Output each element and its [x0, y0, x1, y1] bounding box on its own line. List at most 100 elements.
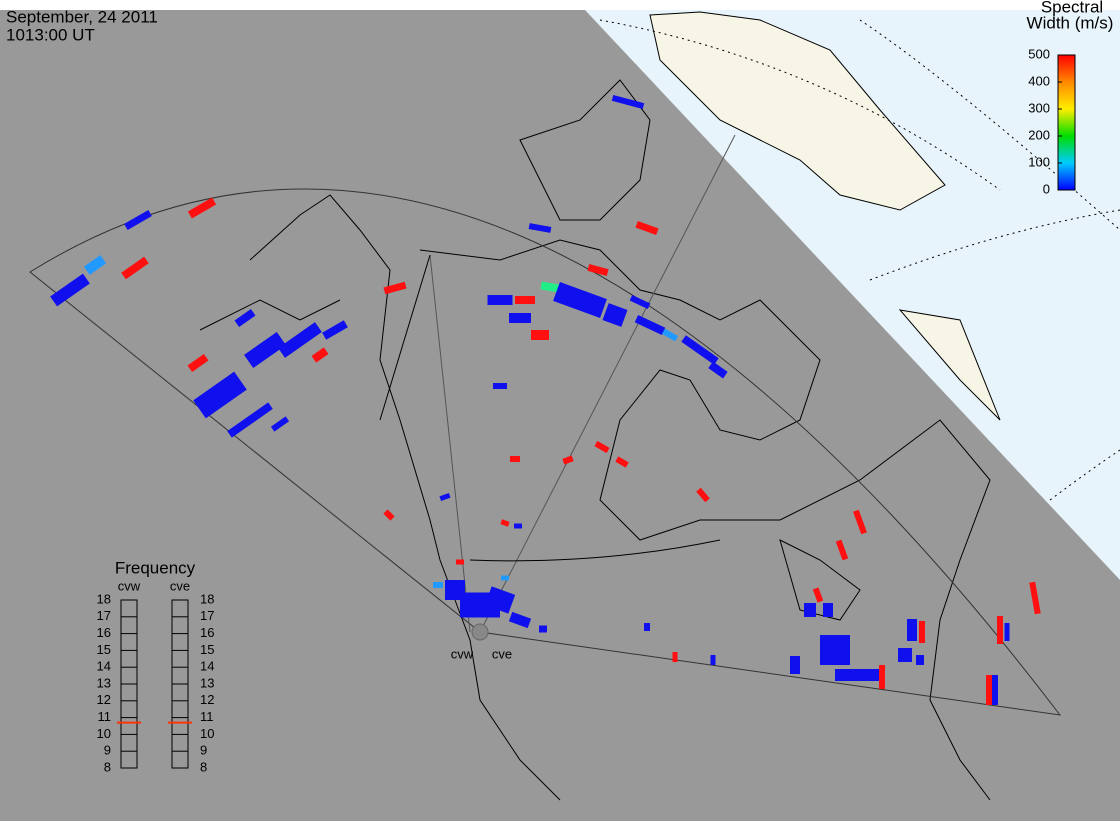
radar-cell — [528, 223, 552, 233]
radar-cell — [696, 487, 710, 503]
frequency-tick-label: 13 — [97, 675, 111, 690]
radar-cell — [1029, 581, 1041, 615]
date: September, 24 2011 — [6, 7, 158, 26]
radar-cell — [804, 603, 816, 617]
radar-cell — [244, 331, 286, 369]
radar-cell — [383, 281, 407, 295]
radar-cell — [992, 675, 998, 705]
frequency-tick-label: 12 — [97, 692, 111, 707]
radar-cell — [539, 625, 547, 633]
radar-cell — [662, 328, 678, 342]
labrador — [898, 309, 1001, 421]
radar-cell — [602, 303, 628, 327]
colorbar-tick-label: 200 — [1028, 127, 1050, 142]
radar-cell — [50, 273, 90, 307]
radar-cell — [227, 402, 273, 438]
beam-lines — [379, 134, 736, 633]
top-strip — [0, 0, 1120, 10]
colorbar-tick-label: 500 — [1028, 46, 1050, 61]
frequency-tick-label: 14 — [200, 659, 214, 674]
radar-cell — [790, 656, 800, 674]
radar-cell — [916, 655, 924, 665]
radar-cell — [515, 296, 535, 304]
frequency-tick-label: 17 — [97, 608, 111, 623]
radar-cell — [907, 619, 917, 641]
radar-cell — [553, 282, 607, 318]
radar-cell — [611, 94, 645, 110]
radar-cell — [484, 586, 516, 614]
frequency-tick-label: 17 — [200, 608, 214, 623]
radar-cell — [594, 440, 610, 454]
frequency-tick-label: 8 — [104, 759, 111, 774]
radar-name: cvw — [118, 578, 141, 593]
radar-cell — [562, 455, 574, 465]
radar-cell — [587, 264, 609, 276]
radar-cell — [629, 295, 651, 309]
radar-site — [471, 623, 489, 641]
colorbar-tick-label: 100 — [1028, 154, 1050, 169]
radar-cell — [439, 492, 451, 502]
colorbar-tick-label: 400 — [1028, 73, 1050, 88]
radar-cell — [635, 220, 659, 236]
colorbar — [1057, 54, 1076, 191]
time: 1013:00 UT — [6, 25, 95, 44]
frequency-tick-label: 8 — [200, 759, 207, 774]
radar-cell — [456, 559, 464, 565]
radar-cell — [508, 611, 532, 629]
frequency-tick-label: 16 — [97, 625, 111, 640]
radar-cell — [672, 652, 678, 662]
radar-cell — [445, 580, 465, 600]
radar-label: cvw — [451, 646, 474, 661]
radar-cell — [500, 519, 510, 527]
radar-cell — [121, 256, 149, 280]
radar-cell — [311, 347, 329, 363]
frequency-tick-label: 14 — [97, 659, 111, 674]
radar-cell — [644, 623, 650, 631]
radar-cell — [634, 315, 666, 335]
colorbar-tick-label: 300 — [1028, 100, 1050, 115]
colorbar-title: Width (m/s) — [1027, 13, 1114, 32]
radar-cell — [835, 669, 885, 681]
radar-cell — [710, 655, 716, 665]
radar-cell — [510, 456, 520, 462]
frequency-tick-label: 18 — [97, 591, 111, 606]
colorbar-tick-label: 0 — [1043, 181, 1050, 196]
frequency-tick-label: 9 — [104, 743, 111, 758]
frequency-tick-label: 10 — [97, 726, 111, 741]
radar-cell — [193, 371, 247, 419]
radar-cell — [493, 383, 507, 389]
frequency-tick-label: 15 — [97, 642, 111, 657]
radar-cell — [278, 322, 322, 358]
radar-cell — [234, 308, 256, 328]
frequency-tick-label: 12 — [200, 692, 214, 707]
radar-cell — [433, 582, 443, 588]
radar-cell — [322, 320, 348, 340]
radar-cell — [879, 665, 885, 689]
frequency-tick-label: 11 — [200, 709, 214, 724]
radar-cell — [823, 603, 833, 617]
radar-cell — [514, 523, 522, 529]
radar-cell — [509, 313, 531, 323]
fov-outline — [29, 188, 1062, 716]
frequency-tick-label: 13 — [200, 675, 214, 690]
frequency-title: Frequency — [115, 558, 196, 577]
radar-cell — [187, 197, 217, 219]
radar-cell — [820, 635, 850, 665]
frequency-tick-label: 15 — [200, 642, 214, 657]
radar-cell — [853, 509, 867, 535]
colorbar-title: Spectral — [1041, 0, 1103, 16]
radar-cell — [1004, 623, 1010, 641]
latitude-lines — [599, 19, 1120, 501]
greenland — [649, 11, 946, 211]
radar-cells — [50, 94, 1041, 705]
frequency-tick-label: 11 — [98, 709, 112, 724]
radar-label: cve — [492, 646, 512, 661]
radar-cell — [487, 295, 513, 305]
radar-cell — [812, 587, 824, 603]
radar-cell — [997, 616, 1003, 644]
radar-cell — [270, 416, 290, 432]
daylight-region — [585, 10, 1120, 580]
radar-cell — [681, 335, 719, 365]
radar-cell — [124, 209, 152, 231]
